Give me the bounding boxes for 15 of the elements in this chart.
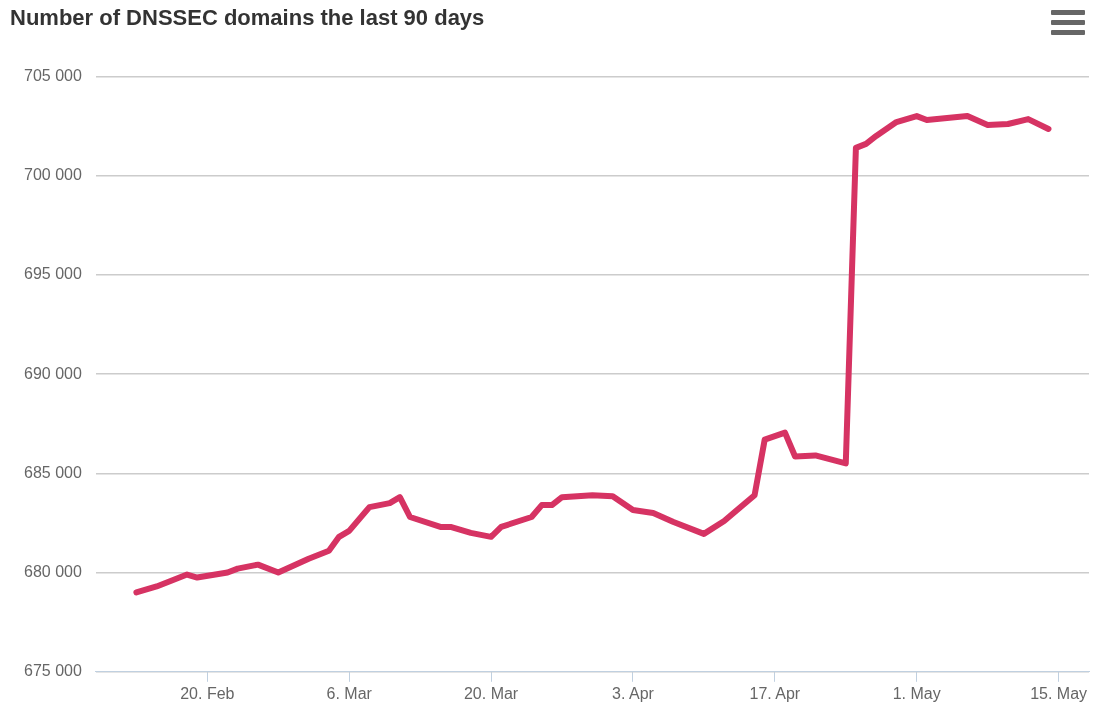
x-tick-label: 6. Mar [326, 684, 373, 702]
x-tick-label: 1. May [892, 684, 941, 702]
x-tick-label: 20. Feb [180, 684, 235, 702]
y-tick-label: 675 000 [23, 662, 82, 680]
y-tick-label: 700 000 [23, 166, 82, 184]
x-tick-label: 15. May [1030, 684, 1088, 702]
y-tick-label: 690 000 [23, 364, 82, 382]
chart-title: Number of DNSSEC domains the last 90 days [10, 5, 485, 31]
y-tick-label: 705 000 [23, 66, 82, 84]
x-tick-label: 20. Mar [463, 684, 519, 702]
y-tick-label: 680 000 [23, 562, 82, 580]
x-tick-label: 3. Apr [612, 684, 655, 702]
y-tick-label: 695 000 [23, 265, 82, 283]
x-tick-label: 17. Apr [749, 684, 801, 702]
y-tick-label: 685 000 [23, 463, 82, 481]
